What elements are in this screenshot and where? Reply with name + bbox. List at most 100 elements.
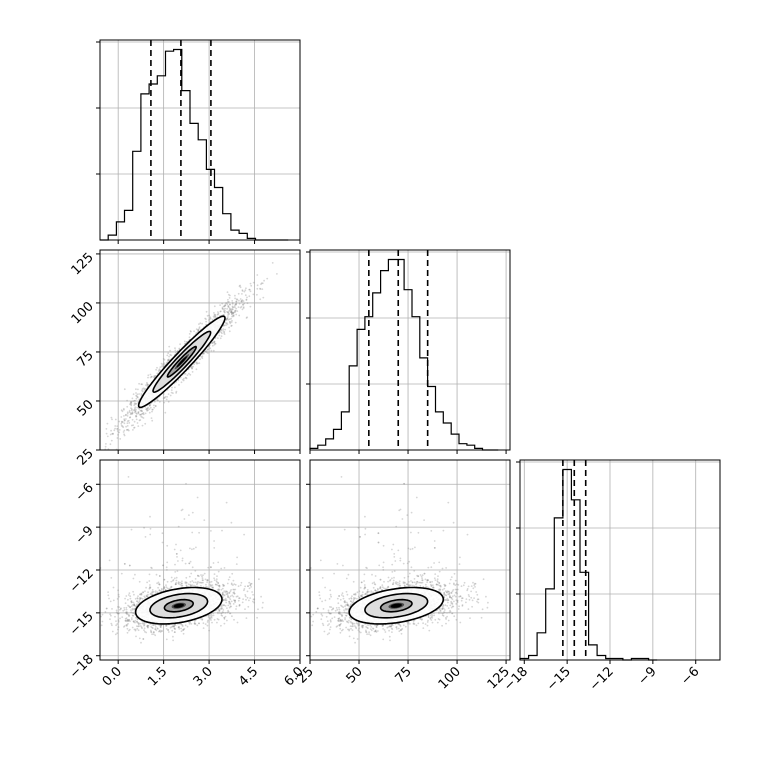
scatter-point [234, 599, 237, 602]
scatter-point [167, 352, 170, 355]
scatter-point [159, 626, 162, 628]
scatter-point [201, 575, 203, 578]
scatter-point [200, 574, 202, 576]
scatter-point [178, 628, 181, 630]
scatter-point [226, 303, 229, 306]
scatter-point [177, 560, 179, 562]
scatter-point [128, 615, 130, 618]
scatter-point [226, 310, 228, 313]
scatter-point [182, 632, 185, 635]
histogram-0 [100, 48, 289, 241]
scatter-point [243, 589, 245, 592]
scatter-point [128, 605, 130, 608]
scatter-point [122, 609, 125, 612]
scatter-point [247, 585, 249, 587]
scatter-point [230, 310, 233, 312]
scatter-point [202, 352, 205, 355]
scatter-point [223, 330, 226, 333]
scatter-point [205, 323, 208, 326]
scatter-point [185, 377, 188, 380]
scatter-point [231, 312, 234, 315]
scatter-point [422, 627, 425, 629]
scatter-point [174, 349, 177, 352]
scatter-point [232, 311, 235, 314]
scatter-point [213, 341, 216, 344]
scatter-point [234, 599, 237, 602]
scatter-point [260, 283, 262, 286]
scatter-point [235, 313, 238, 316]
scatter-point [133, 603, 136, 606]
scatter-point [257, 608, 259, 611]
scatter-point [126, 429, 128, 431]
scatter-point [200, 581, 203, 584]
scatter-point [156, 366, 158, 369]
scatter-point [85, 471, 87, 473]
scatter-point [120, 409, 123, 412]
scatter-point [359, 586, 362, 589]
scatter-point [123, 388, 126, 391]
scatter-point [134, 403, 137, 406]
scatter-point [146, 595, 149, 598]
scatter-point [123, 563, 126, 565]
scatter-point [146, 409, 149, 412]
scatter-point [128, 409, 131, 412]
scatter-point [151, 410, 153, 413]
scatter-point [148, 580, 151, 582]
scatter-point [241, 308, 244, 311]
scatter-point [190, 365, 193, 368]
scatter-point [198, 622, 200, 625]
scatter-point [216, 621, 218, 624]
scatter-point [228, 310, 230, 313]
scatter-point [166, 561, 169, 564]
scatter-point [209, 614, 212, 616]
scatter-point [196, 624, 199, 627]
scatter-point [205, 320, 208, 323]
scatter-point [118, 612, 120, 615]
scatter-point [125, 608, 128, 611]
scatter-point [152, 624, 155, 626]
scatter-point [104, 445, 107, 448]
scatter-point [201, 579, 204, 581]
scatter-point [169, 394, 172, 397]
scatter-point [98, 606, 100, 608]
scatter-point [130, 413, 133, 415]
scatter-point [271, 262, 274, 264]
scatter-point [196, 583, 198, 586]
scatter-point [126, 623, 128, 626]
scatter-point [134, 399, 136, 402]
scatter-point [128, 411, 131, 413]
scatter-point [140, 393, 143, 395]
scatter-point [211, 614, 213, 617]
scatter-point [110, 429, 112, 432]
scatter-point [221, 332, 223, 335]
scatter-point [155, 573, 158, 576]
scatter-point [120, 416, 123, 418]
scatter-point [406, 583, 408, 586]
scatter-point [447, 599, 450, 601]
scatter-point [223, 622, 226, 625]
scatter-point [107, 594, 110, 597]
scatter-point [91, 604, 93, 606]
scatter-point [143, 629, 145, 632]
contour-line [152, 330, 212, 394]
scatter-point [150, 631, 153, 634]
scatter-point [115, 620, 117, 622]
scatter-point [149, 515, 151, 518]
scatter-point [124, 619, 127, 622]
scatter-point [233, 591, 236, 594]
scatter-point [204, 350, 206, 353]
scatter-point [251, 591, 254, 593]
scatter-point [147, 625, 150, 627]
scatter-point [101, 620, 104, 623]
scatter-point [167, 393, 170, 395]
scatter-point [213, 340, 216, 343]
scatter-point [426, 579, 429, 582]
contour-line [163, 598, 195, 613]
scatter-point [434, 573, 437, 575]
scatter-point [137, 622, 140, 624]
scatter-point [202, 579, 204, 582]
scatter-point [135, 394, 138, 397]
scatter-point [211, 621, 213, 624]
scatter-point [110, 416, 113, 419]
scatter-point [397, 583, 399, 586]
